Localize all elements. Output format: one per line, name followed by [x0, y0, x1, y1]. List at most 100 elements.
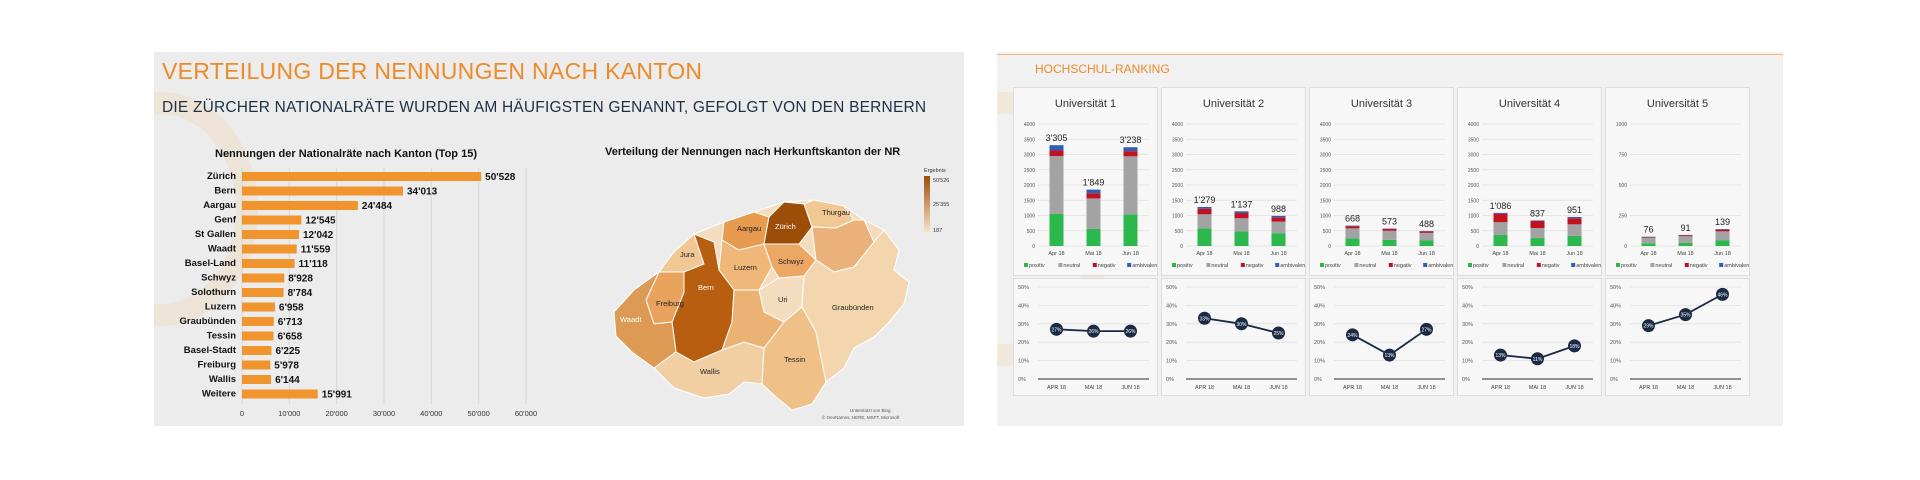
y-tick-label: 10%: [1018, 359, 1029, 365]
x-tick-label: 50'000: [468, 409, 490, 418]
bar-segment-negativ: [1678, 235, 1693, 237]
bar-value-label: 12'042: [303, 230, 334, 241]
map-legend-max: 50'526: [933, 178, 949, 184]
bar-value-label: 50'528: [485, 172, 516, 183]
y-tick-label: 50%: [1610, 285, 1621, 291]
y-tick-label: 250: [1619, 214, 1628, 220]
bar-total-label: 91: [1680, 223, 1690, 233]
data-point: [1198, 311, 1211, 325]
bar-segment-neutral: [1123, 156, 1138, 215]
line-chart: 50% 40% 30% 20% 10% 0% 33% APR 18 30% MAI 18 25% JU…: [1166, 285, 1297, 391]
x-tick-label: APR 18: [1047, 385, 1066, 391]
bar-segment-ambivalent: [1197, 206, 1212, 209]
bar-segment-negativ: [1715, 229, 1730, 232]
y-tick-label: 0%: [1166, 377, 1174, 383]
slide-title: VERTEILUNG DER NENNUNGEN NACH KANTON: [162, 58, 703, 84]
y-tick-label: 2500: [1172, 168, 1183, 174]
x-tick-label: MAI 18: [1529, 385, 1546, 391]
x-tick-label: Jun 18: [1418, 251, 1435, 257]
y-tick-label: 3000: [1320, 153, 1331, 159]
y-tick-label: 20%: [1610, 340, 1621, 346]
x-tick-label: 40'000: [420, 409, 442, 418]
map-credit-bing: Unterstützt von Bing: [850, 408, 891, 413]
category-label: Waadt: [208, 244, 237, 255]
data-point: [1235, 317, 1248, 331]
right-slide: HOCHSCHUL-RANKING Universität 1 4000 3500 3…: [997, 52, 1783, 426]
y-tick-label: 2000: [1320, 183, 1331, 189]
bar-value-label: 6'713: [278, 317, 303, 328]
line-chart: 50% 40% 30% 20% 10% 0% 13% APR 18 11% MAI 18 18% JU…: [1462, 285, 1593, 391]
bar-segment-negativ: [1493, 213, 1508, 223]
bar-segment-positiv: [1382, 239, 1397, 246]
x-tick-label: MAI 18: [1381, 385, 1398, 391]
bar: [242, 331, 274, 341]
bar-value-label: 34'013: [407, 187, 438, 198]
y-tick-label: 2500: [1320, 168, 1331, 174]
map-legend-mid: 25'355: [933, 202, 949, 208]
x-tick-label: MAI 18: [1233, 385, 1250, 391]
data-point: [1050, 322, 1063, 336]
x-tick-label: Jun 18: [1122, 251, 1139, 257]
bar-chart-title: Nennungen der Nationalräte nach Kanton (…: [215, 148, 477, 160]
y-tick-label: 0: [1032, 244, 1035, 250]
university-panel: Universität 4 4000 3500 3000 2500 2000 1500 100…: [1457, 87, 1602, 276]
map-label-aargau: Aargau: [737, 224, 761, 233]
y-tick-label: 750: [1619, 153, 1628, 159]
map-label-graubuenden: Graubünden: [832, 303, 874, 312]
y-tick-label: 1000: [1616, 122, 1627, 128]
map-label-zuerich: Zürich: [775, 222, 796, 231]
university-panel: Universität 2 4000 3500 3000 2500 2000 1500 100…: [1161, 87, 1306, 276]
legend-swatch: [1502, 263, 1507, 267]
bar-total-label: 3'238: [1120, 135, 1142, 145]
map-label-schwyz: Schwyz: [778, 257, 804, 266]
bar-segment-negativ: [1567, 218, 1582, 225]
y-tick-label: 3000: [1468, 153, 1479, 159]
y-tick-label: 10%: [1462, 359, 1473, 365]
x-tick-label: Apr 18: [1344, 251, 1360, 257]
category-label: Genf: [214, 215, 236, 226]
y-tick-label: 0%: [1314, 377, 1322, 383]
bar-segment-negativ: [1049, 150, 1064, 157]
map-label-jura: Jura: [680, 250, 695, 259]
bar-segment-neutral: [1567, 224, 1582, 236]
y-tick-label: 3500: [1320, 137, 1331, 143]
bar-total-label: 951: [1567, 205, 1582, 215]
bar-value-label: 5'978: [274, 361, 299, 372]
data-point-label: 27%: [1421, 327, 1432, 333]
bar-value-label: 6'144: [275, 375, 300, 386]
category-label: Tessin: [207, 331, 237, 342]
legend-label: positiv: [1621, 263, 1637, 269]
y-tick-label: 0%: [1462, 377, 1470, 383]
y-tick-label: 1500: [1320, 198, 1331, 204]
legend-swatch: [1571, 263, 1576, 267]
bar-segment-neutral: [1197, 214, 1212, 229]
y-tick-label: 1000: [1172, 214, 1183, 220]
university-panel: Universität 1 4000 3500 3000 2500 2000 1500 100…: [1013, 87, 1158, 276]
bar-segment-neutral: [1493, 222, 1508, 236]
x-tick-label: 60'000: [515, 409, 537, 418]
y-tick-label: 4000: [1024, 122, 1035, 128]
y-tick-label: 3000: [1172, 153, 1183, 159]
y-tick-label: 2000: [1024, 183, 1035, 189]
map-label-luzern: Luzern: [734, 263, 757, 272]
y-tick-label: 20%: [1462, 340, 1473, 346]
y-tick-label: 50%: [1018, 285, 1029, 291]
switzerland-map: Thurgau Zürich Aargau Jura Luzern Schwyz…: [613, 199, 910, 420]
bar: [242, 317, 274, 326]
legend-swatch: [1172, 263, 1176, 267]
x-tick-label: Jun 18: [1714, 251, 1731, 257]
x-tick-label: JUN 18: [1565, 385, 1583, 391]
bar-value-label: 15'991: [322, 390, 353, 401]
university-name: Universität 4: [1498, 98, 1561, 110]
bar-segment-neutral: [1086, 198, 1101, 229]
y-tick-label: 40%: [1018, 303, 1029, 309]
bar: [242, 244, 297, 254]
legend-swatch: [1423, 263, 1428, 267]
y-tick-label: 1000: [1320, 214, 1331, 220]
bar-segment-ambivalent: [1567, 216, 1582, 219]
y-tick-label: 3000: [1024, 153, 1035, 159]
bar-segment-neutral: [1641, 237, 1656, 244]
data-point-label: 25%: [1273, 331, 1284, 337]
bar-segment-neutral: [1419, 232, 1434, 241]
bar-segment-ambivalent: [1715, 229, 1730, 230]
